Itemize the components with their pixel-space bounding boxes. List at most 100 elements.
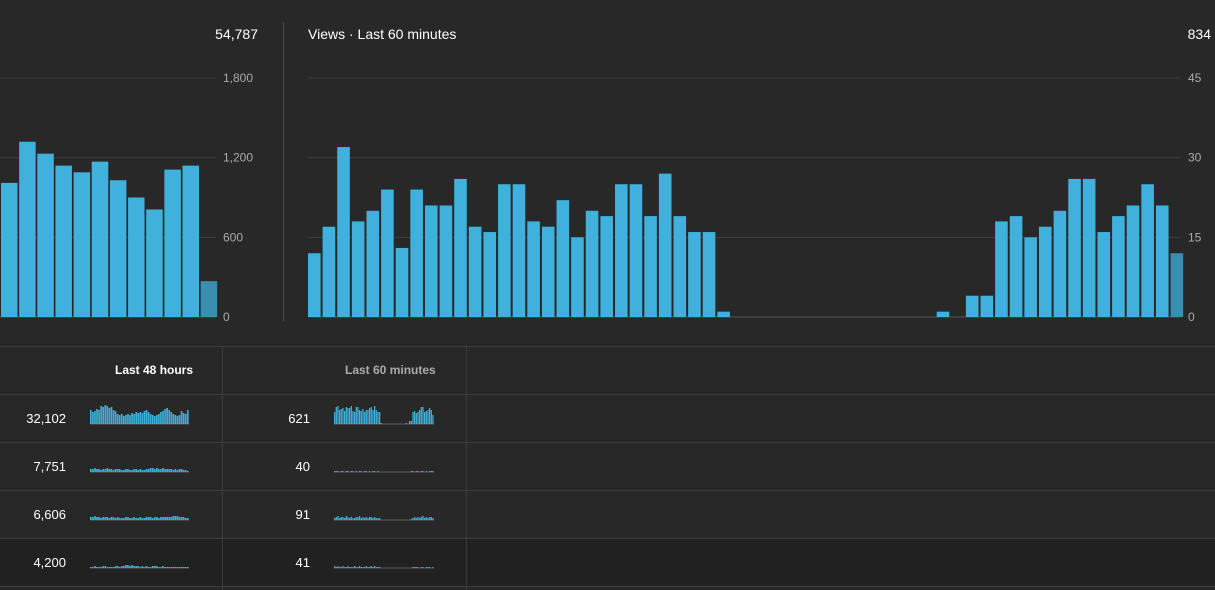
sparkline-bar [120,518,123,520]
sparkline-bar [149,517,152,520]
bar [995,221,1008,317]
sparkline-bar [160,469,162,472]
sparkline-bar [125,517,127,520]
bar [498,184,511,317]
sparkline-bar [350,471,352,472]
sparkline-bar [379,518,381,520]
sparkline-bar [414,517,416,520]
row-views-48h: 7,751 [33,459,66,474]
sparkline-bar [410,519,412,520]
sparkline-bar [90,517,92,520]
sparkline-bar [427,410,429,424]
bar [37,153,54,317]
table-row[interactable]: 4,200 41 [0,539,1215,586]
table-row[interactable]: 6,606 91 [0,491,1215,538]
sparkline-bar [355,407,357,424]
sparkline-bar [110,517,113,520]
sparkline-bar [365,517,367,520]
sparkline-bar [137,413,140,424]
sparkline-bar [176,567,179,568]
sparkline-bar [425,411,427,424]
sparkline-bar [139,567,142,568]
sparkline-bar [364,471,366,472]
sparkline-bar [342,408,344,424]
sparkline-bar [425,567,427,568]
bar [1082,178,1096,317]
sparkline-bar [344,567,346,568]
sparkline-bar [156,468,158,472]
sparkline-bar [367,410,369,424]
column-divider [466,346,467,590]
bar [439,205,453,317]
sparkline-bar [186,518,189,520]
sparkline-bar [377,471,379,472]
sparkline-bar [172,470,175,472]
sparkline-bar [102,566,105,568]
sparkline-bar [370,566,372,568]
sparkline-bar [369,567,371,568]
sparkline-bar [405,423,407,424]
sparkline-bar [131,518,133,520]
sparkline-bar [110,469,113,472]
sparkline-bar [174,516,177,520]
sparkline-bar [414,567,416,568]
sparkline-bar [432,518,434,520]
sparkline-bar [149,414,152,424]
header-last-60-minutes[interactable]: Last 60 minutes [345,363,436,377]
header-last-48-hours[interactable]: Last 48 hours [115,363,194,377]
sparkline-bar [143,411,146,424]
sparkline-bar [180,469,183,472]
table-row[interactable]: 32,102 621 [0,395,1215,442]
sparkline-bar [367,567,369,568]
sparkline-bar [365,410,367,424]
sparkline-bar [412,471,414,472]
sparkline-bar [120,566,123,568]
sparkline-bar [339,410,341,424]
bar [1141,184,1154,317]
sparkline-bar [367,518,369,520]
sparkline-bar [350,567,352,568]
bar [308,253,321,317]
sparkline-bar [112,410,115,424]
sparkline-bar [110,407,113,424]
sparkline-bar [145,517,148,520]
sparkline-bar [104,405,107,424]
row-views-60m: 621 [288,411,310,426]
views-60m-chart: Views · Last 60 minutes 834 45 30 15 0 [284,0,1215,346]
sparkline-bar [112,470,115,472]
sparkline-bar [350,406,352,424]
sparkline-bar [147,517,150,520]
bar [673,216,687,317]
sparkline-bar [429,471,431,472]
sparkline-bar [345,471,347,472]
sparkline-bar [425,517,427,520]
table-top-border [0,346,1215,347]
bar [395,247,409,317]
sparkline-bar [354,518,356,520]
sparkline-bar [158,567,160,568]
sparkline-bar [374,471,376,472]
bar [1053,210,1067,317]
table-row[interactable]: 7,751 40 [0,443,1215,490]
sparkline-bar [372,410,374,424]
sparkline-bar [420,407,422,424]
sparkline-bar [357,407,359,424]
bar [164,169,181,317]
bar [1112,216,1125,317]
sparkline-bar [186,567,189,568]
sparkline-bar [415,567,417,568]
bar [688,232,701,317]
sparkline-bar [131,565,133,568]
sparkline-bar [357,517,359,520]
bar [73,172,91,317]
sparkline-bar [377,518,379,520]
sparkline-bar [96,517,98,520]
bar [644,216,657,317]
sparkline-bar [131,413,133,424]
bar [322,226,336,317]
sparkline-bar [347,408,349,424]
sparkline-bar [362,517,364,520]
sparkline-bar [90,469,92,472]
sparkline-bar [374,566,376,568]
sparkline-bar [410,421,412,424]
